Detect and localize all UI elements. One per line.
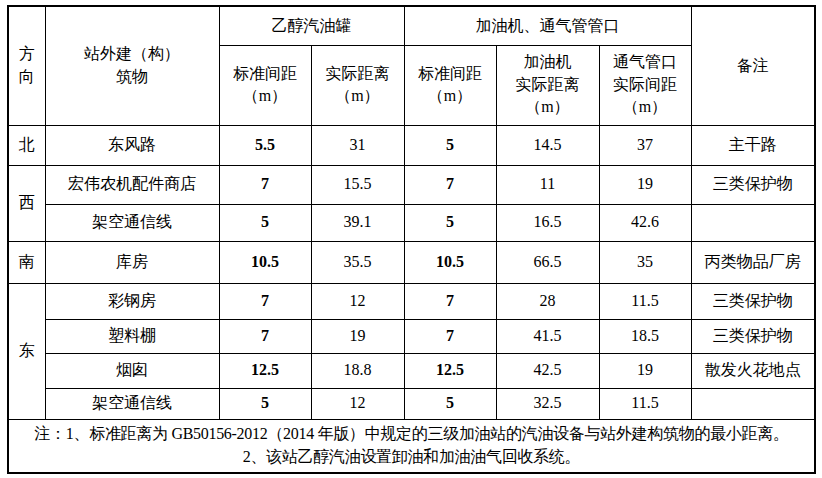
table-row: 西 宏伟农机配件商店 7 15.5 7 11 19 三类保护物 <box>8 165 815 204</box>
cell-remark: 三类保护物 <box>691 165 815 204</box>
header-tank-group: 乙醇汽油罐 <box>219 6 404 45</box>
cell-tank-actual: 12 <box>311 388 404 419</box>
cell-remark <box>691 388 815 419</box>
cell-tank-actual: 12 <box>311 283 404 319</box>
cell-tank-actual: 31 <box>311 125 404 165</box>
table-notes: 注：1、标准距离为 GB50156-2012（2014 年版）中规定的三级加油站… <box>8 419 815 473</box>
cell-remark: 散发火花地点 <box>691 353 815 388</box>
cell-pump-std: 10.5 <box>404 241 496 283</box>
cell-tank-actual: 39.1 <box>311 204 404 241</box>
notes-row: 注：1、标准距离为 GB50156-2012（2014 年版）中规定的三级加油站… <box>8 419 815 473</box>
cell-pump-actual: 16.5 <box>496 204 599 241</box>
cell-tank-std: 5 <box>219 388 311 419</box>
header-row-groups: 方 向 站外建（构） 筑物 乙醇汽油罐 加油机、通气管管口 备注 <box>8 6 815 45</box>
document-page: 方 向 站外建（构） 筑物 乙醇汽油罐 加油机、通气管管口 备注 标准间距 （m… <box>0 0 822 478</box>
cell-tank-std: 7 <box>219 165 311 204</box>
cell-vent-actual: 18.5 <box>599 319 691 353</box>
cell-remark: 丙类物品厂房 <box>691 241 815 283</box>
cell-tank-std: 5 <box>219 204 311 241</box>
cell-direction: 西 <box>8 165 45 241</box>
cell-pump-std: 7 <box>404 319 496 353</box>
table-row: 架空通信线 5 39.1 5 16.5 42.6 <box>8 204 815 241</box>
header-tank-actual: 实际距离 （m） <box>311 45 404 125</box>
cell-pump-actual: 14.5 <box>496 125 599 165</box>
cell-pump-std: 5 <box>404 204 496 241</box>
cell-pump-std: 7 <box>404 283 496 319</box>
cell-direction: 北 <box>8 125 45 165</box>
table-row: 北 东风路 5.5 31 5 14.5 37 主干路 <box>8 125 815 165</box>
cell-tank-std: 12.5 <box>219 353 311 388</box>
table-row: 塑料棚 7 19 7 41.5 18.5 三类保护物 <box>8 319 815 353</box>
cell-tank-actual: 19 <box>311 319 404 353</box>
cell-vent-actual: 37 <box>599 125 691 165</box>
header-pump-actual: 加油机 实际距离 （m） <box>496 45 599 125</box>
table-row: 东 彩钢房 7 12 7 28 11.5 三类保护物 <box>8 283 815 319</box>
cell-remark: 三类保护物 <box>691 319 815 353</box>
header-pump-std: 标准间距 （m） <box>404 45 496 125</box>
cell-remark: 三类保护物 <box>691 283 815 319</box>
header-pump-group: 加油机、通气管管口 <box>404 6 691 45</box>
cell-pump-std: 5 <box>404 125 496 165</box>
cell-building: 架空通信线 <box>45 204 219 241</box>
cell-building: 宏伟农机配件商店 <box>45 165 219 204</box>
cell-remark <box>691 204 815 241</box>
header-remark: 备注 <box>691 6 815 125</box>
cell-pump-std: 7 <box>404 165 496 204</box>
cell-building: 东风路 <box>45 125 219 165</box>
cell-vent-actual: 35 <box>599 241 691 283</box>
cell-pump-actual: 32.5 <box>496 388 599 419</box>
header-direction: 方 向 <box>8 6 45 125</box>
cell-direction: 南 <box>8 241 45 283</box>
cell-direction: 东 <box>8 283 45 419</box>
cell-vent-actual: 19 <box>599 165 691 204</box>
cell-vent-actual: 11.5 <box>599 388 691 419</box>
cell-pump-actual: 66.5 <box>496 241 599 283</box>
cell-pump-actual: 41.5 <box>496 319 599 353</box>
table-row: 南 库房 10.5 35.5 10.5 66.5 35 丙类物品厂房 <box>8 241 815 283</box>
cell-pump-actual: 42.5 <box>496 353 599 388</box>
cell-pump-actual: 28 <box>496 283 599 319</box>
cell-tank-std: 10.5 <box>219 241 311 283</box>
table-row: 架空通信线 5 12 5 32.5 11.5 <box>8 388 815 419</box>
cell-pump-actual: 11 <box>496 165 599 204</box>
cell-vent-actual: 42.6 <box>599 204 691 241</box>
cell-pump-std: 12.5 <box>404 353 496 388</box>
cell-tank-std: 7 <box>219 319 311 353</box>
cell-tank-actual: 15.5 <box>311 165 404 204</box>
header-building: 站外建（构） 筑物 <box>45 6 219 125</box>
cell-tank-actual: 35.5 <box>311 241 404 283</box>
cell-building: 烟囱 <box>45 353 219 388</box>
clearance-table: 方 向 站外建（构） 筑物 乙醇汽油罐 加油机、通气管管口 备注 标准间距 （m… <box>7 5 816 474</box>
cell-building: 库房 <box>45 241 219 283</box>
cell-tank-actual: 18.8 <box>311 353 404 388</box>
header-tank-std: 标准间距 （m） <box>219 45 311 125</box>
cell-tank-std: 5.5 <box>219 125 311 165</box>
cell-pump-std: 5 <box>404 388 496 419</box>
header-vent-actual: 通气管口 实际间距 （m） <box>599 45 691 125</box>
table-row: 烟囱 12.5 18.8 12.5 42.5 19 散发火花地点 <box>8 353 815 388</box>
cell-tank-std: 7 <box>219 283 311 319</box>
cell-vent-actual: 19 <box>599 353 691 388</box>
cell-building: 彩钢房 <box>45 283 219 319</box>
cell-building: 架空通信线 <box>45 388 219 419</box>
cell-building: 塑料棚 <box>45 319 219 353</box>
cell-remark: 主干路 <box>691 125 815 165</box>
cell-vent-actual: 11.5 <box>599 283 691 319</box>
